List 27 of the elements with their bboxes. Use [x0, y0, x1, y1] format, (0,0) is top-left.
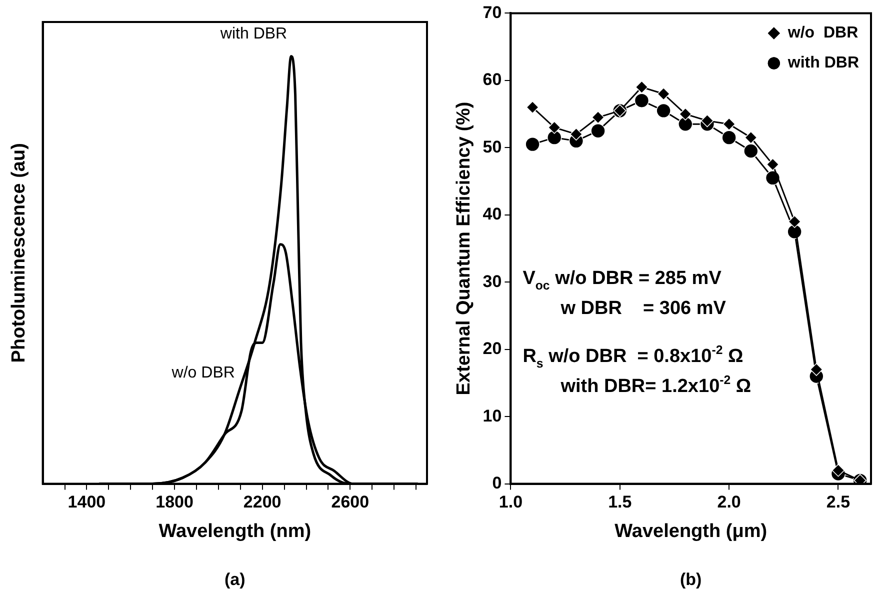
x-axis-title: Wavelength (μm): [614, 520, 768, 542]
y-axis-title: External Quantum Efficiency (%): [454, 102, 475, 396]
annotation: w DBR = 306 mV: [560, 298, 726, 319]
y-tick-label: 10: [482, 406, 502, 426]
x-tick-label: 1.0: [498, 492, 523, 512]
legend-label: with DBR: [786, 54, 860, 72]
text: (b): [680, 570, 702, 589]
y-tick-label: 0: [492, 473, 502, 492]
y-tick-label: 70: [482, 2, 502, 22]
x-tick-label: 1800: [156, 492, 194, 512]
text: (a): [224, 570, 246, 589]
x-tick-label: 1.5: [608, 492, 632, 512]
y-axis-title: Photoluminescence (au): [8, 143, 30, 363]
x-tick-label: 2200: [243, 492, 282, 512]
x-tick-label: 2.0: [717, 492, 741, 512]
y-tick-label: 20: [482, 339, 502, 358]
y-tick-label: 40: [482, 204, 502, 224]
series-label: w/o DBR: [170, 364, 235, 382]
series-label: with DBR: [219, 26, 288, 43]
x-tick-label: 2.5: [826, 492, 850, 512]
legend-label: w/o DBR: [786, 24, 859, 42]
y-tick-label: 30: [482, 272, 502, 291]
x-tick-label: 1400: [68, 492, 106, 512]
y-tick-label: 60: [482, 70, 502, 90]
x-tick-label: 2600: [331, 492, 370, 512]
x-axis-title: Wavelength (nm): [158, 520, 312, 542]
y-tick-label: 50: [482, 137, 502, 156]
